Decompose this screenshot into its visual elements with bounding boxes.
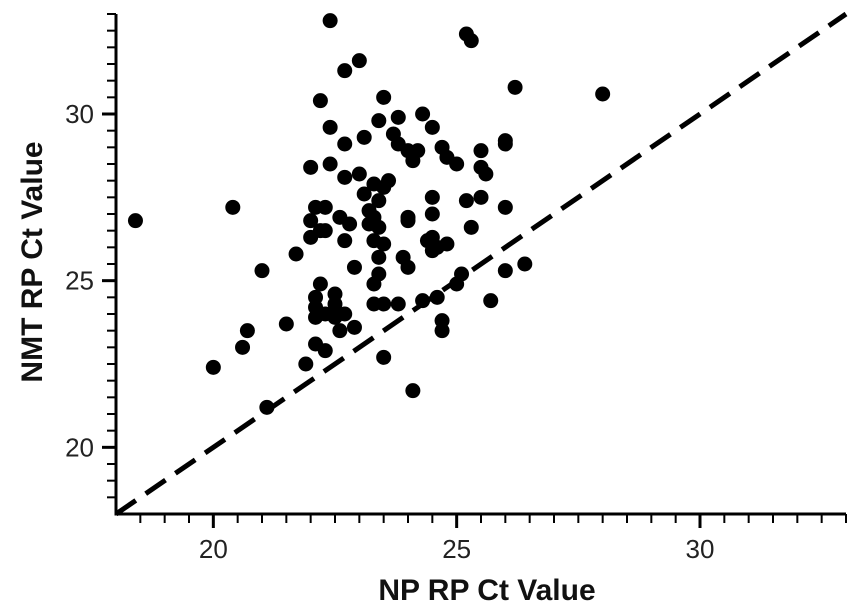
data-point-73 [405,383,421,399]
y-tick-label-25: 25 [65,266,94,296]
data-point-57 [371,266,387,282]
data-point-79 [424,119,440,135]
data-point-102 [483,293,499,309]
data-point-28 [322,156,338,172]
data-point-61 [376,296,392,312]
data-point-37 [337,233,353,249]
data-point-11 [303,159,319,175]
data-point-7 [259,399,275,415]
data-point-77 [415,293,431,309]
data-point-63 [381,173,397,189]
data-point-21 [312,276,328,292]
data-point-12 [303,213,319,229]
data-point-1 [127,213,143,229]
data-point-35 [337,136,353,152]
data-points [127,13,611,415]
data-point-75 [410,143,426,159]
data-point-71 [400,213,416,229]
data-point-25 [317,343,333,359]
data-point-26 [322,13,338,29]
data-point-5 [239,323,255,339]
data-point-54 [371,193,387,209]
data-point-91 [449,156,465,172]
data-point-55 [371,219,387,235]
y-tick-label-20: 20 [65,432,94,462]
data-point-62 [376,349,392,365]
data-point-72 [400,259,416,275]
data-point-43 [351,166,367,182]
data-point-88 [434,323,450,339]
data-point-9 [288,246,304,262]
data-point-108 [517,256,533,272]
data-point-109 [595,86,611,102]
data-point-65 [390,109,406,125]
data-point-19 [312,93,328,109]
data-point-58 [376,89,392,105]
data-point-23 [317,223,333,239]
data-point-67 [390,296,406,312]
data-point-105 [497,199,513,215]
data-point-40 [346,259,362,275]
data-point-76 [415,106,431,122]
data-point-97 [463,219,479,235]
data-point-56 [371,249,387,265]
data-point-34 [337,63,353,79]
data-point-4 [235,339,251,355]
x-axis-title: NP RP Ct Value [378,574,595,607]
data-point-81 [424,206,440,222]
data-point-104 [497,136,513,152]
data-point-22 [317,199,333,215]
data-point-36 [337,169,353,185]
data-point-44 [356,129,372,145]
x-tick-label-20: 20 [199,534,228,564]
data-point-85 [429,289,445,305]
x-tick-label-25: 25 [442,534,471,564]
data-point-90 [439,236,455,252]
data-point-3 [225,199,241,215]
data-point-60 [376,236,392,252]
y-tick-label-30: 30 [65,99,94,129]
data-point-2 [205,359,221,375]
y-axis-title: NMT RP Ct Value [16,141,49,382]
data-point-32 [332,323,348,339]
data-point-53 [371,113,387,129]
data-point-100 [473,143,489,159]
data-point-99 [473,189,489,205]
tick-marks [102,13,847,528]
data-point-10 [298,356,314,372]
data-point-6 [254,263,270,279]
data-point-39 [342,216,358,232]
data-point-80 [424,189,440,205]
data-point-107 [507,79,523,95]
data-point-95 [458,193,474,209]
data-point-96 [463,33,479,49]
data-point-42 [351,53,367,69]
data-point-30 [327,296,343,312]
data-point-93 [454,266,470,282]
data-point-106 [497,263,513,279]
data-point-38 [337,306,353,322]
data-point-27 [322,119,338,135]
reference-line-layer [114,11,848,517]
data-point-8 [278,316,294,332]
identity-reference-line [114,11,848,517]
x-tick-label-30: 30 [686,534,715,564]
tick-labels: 20 25 30 20 25 30 [65,99,714,564]
data-point-41 [346,319,362,335]
data-point-101 [478,166,494,182]
data-point-45 [356,186,372,202]
